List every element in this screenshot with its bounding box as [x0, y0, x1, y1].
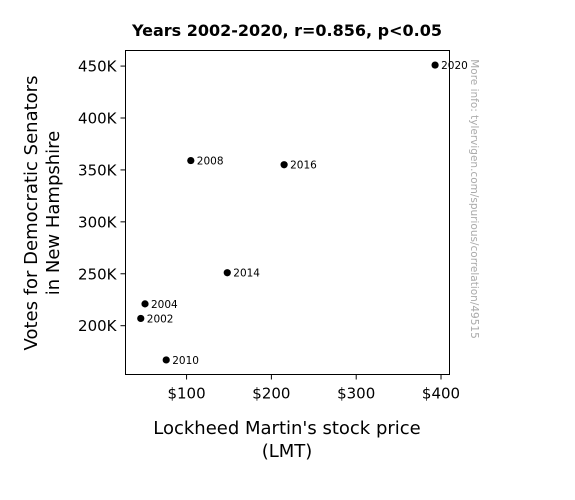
plot-area-frame [125, 50, 450, 375]
data-point-label: 2002 [147, 313, 174, 325]
y-axis-ticks: 200K 250K 300K 350K 400K 450K [78, 58, 126, 335]
data-point-2010 [162, 356, 170, 364]
x-tick-label: $400 [422, 385, 460, 403]
data-points: 2002 2004 2008 2010 2014 2016 2020 [137, 60, 468, 367]
data-point-2016 [280, 161, 288, 169]
y-tick-label: 450K [78, 58, 118, 76]
x-tick-label: $300 [337, 385, 375, 403]
source-watermark: More info: tylervigen.com/spurious/corre… [468, 59, 480, 339]
x-axis-label-line-2: (LMT) [262, 441, 313, 462]
chart-title: Years 2002-2020, r=0.856, p<0.05 [131, 21, 442, 40]
data-point-label: 2004 [151, 299, 178, 311]
y-tick-label: 350K [78, 161, 118, 179]
data-point-label: 2008 [197, 156, 224, 168]
data-point-2008 [187, 156, 195, 165]
y-axis-label-line-1: Votes for Democratic Senators [21, 76, 42, 351]
y-axis-label-line-2: in New Hampshire [43, 131, 64, 296]
data-point-2002 [137, 314, 145, 323]
data-point-label: 2010 [172, 355, 199, 367]
data-point-label: 2014 [233, 268, 260, 280]
x-tick-label: $100 [167, 385, 205, 403]
y-tick-label: 250K [78, 265, 118, 283]
y-tick-label: 400K [78, 110, 118, 128]
data-point-2020 [431, 61, 439, 69]
x-axis-ticks: $100 $200 $300 $400 [167, 374, 460, 403]
y-tick-label: 300K [78, 213, 118, 231]
x-tick-label: $200 [252, 385, 290, 403]
data-point-2014 [223, 269, 231, 277]
x-axis-label-line-1: Lockheed Martin's stock price [153, 418, 421, 439]
data-point-label: 2020 [441, 60, 468, 72]
data-point-label: 2016 [290, 160, 317, 172]
data-point-2004 [141, 300, 149, 308]
y-tick-label: 200K [78, 317, 118, 335]
